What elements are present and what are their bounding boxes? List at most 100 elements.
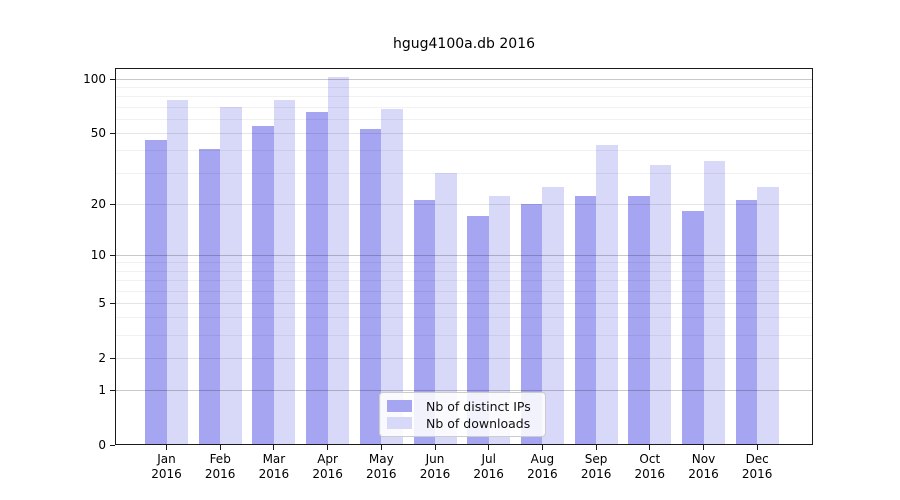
gridline-minor	[115, 335, 813, 337]
y-tick-label: 0	[98, 438, 106, 452]
x-label-year: 2016	[419, 467, 451, 481]
bar-aug-downloads	[542, 186, 564, 445]
gridline-minor	[115, 290, 813, 292]
y-tick-mark	[110, 302, 115, 304]
x-label-year: 2016	[366, 467, 397, 481]
x-tick-label: Jul 2016	[457, 452, 521, 482]
x-label-month: Jul	[481, 452, 496, 466]
y-axis: 0 1 2 5 10 20 50 100	[0, 68, 115, 452]
y-tick-label: 100	[83, 71, 106, 86]
x-tick-mark	[488, 445, 490, 450]
x-tick-mark	[756, 445, 758, 450]
x-tick-label: Feb 2016	[188, 452, 252, 482]
x-label-year: 2016	[688, 467, 719, 481]
x-label-year: 2016	[258, 467, 290, 481]
legend-item-distinct-ips: Nb of distinct IPs	[387, 398, 537, 414]
gridline-major	[115, 254, 813, 256]
bar-mar-distinct-ips	[252, 125, 274, 445]
gridline-minor	[115, 118, 813, 120]
y-tick-label: 1	[98, 383, 106, 398]
bar-sep-downloads	[596, 144, 618, 445]
x-tick-label: Apr 2016	[296, 452, 360, 482]
x-tick-label: Nov 2016	[672, 452, 736, 482]
y-tick-label: 5	[98, 295, 106, 310]
bar-jul-downloads	[488, 196, 511, 445]
x-tick-label: Aug 2016	[510, 452, 574, 482]
bar-dec-downloads	[757, 186, 779, 445]
x-label-month: Nov	[691, 452, 716, 466]
bar-oct-distinct-ips	[628, 196, 650, 445]
x-tick-mark	[434, 445, 436, 450]
gridline-minor	[115, 262, 813, 264]
y-tick-label: 50	[90, 126, 106, 141]
y-tick-label: 20	[90, 196, 106, 211]
bar-feb-distinct-ips	[198, 148, 221, 445]
bar-jan-distinct-ips	[145, 139, 167, 445]
bar-aug-distinct-ips	[520, 203, 543, 445]
x-tick-label: Dec 2016	[725, 452, 789, 482]
legend-swatch-distinct-ips	[387, 400, 412, 412]
y-tick-label: 10	[90, 247, 106, 262]
x-axis: Jan 2016 Feb 2016 Mar 2016 Apr 2016 May 2016 Jun 20…	[115, 445, 813, 495]
x-label-month: Dec	[745, 452, 769, 466]
x-tick-mark	[219, 445, 221, 450]
bar-jul-distinct-ips	[467, 215, 489, 445]
x-label-year: 2016	[151, 467, 182, 481]
bar-jun-distinct-ips	[413, 199, 435, 445]
y-tick-mark	[110, 445, 115, 446]
x-tick-mark	[703, 445, 704, 450]
x-tick-label: Jan 2016	[135, 452, 199, 482]
gridline-minor	[115, 280, 813, 282]
x-label-month: Apr	[317, 452, 338, 466]
x-label-year: 2016	[741, 467, 773, 481]
plot-area	[115, 68, 813, 445]
gridline-major	[115, 302, 813, 304]
gridline-minor	[115, 106, 813, 108]
gridline-major	[115, 390, 813, 392]
x-label-year: 2016	[204, 467, 236, 481]
y-tick-mark	[110, 390, 115, 392]
x-label-year: 2016	[634, 467, 666, 481]
gridline-major	[115, 78, 813, 80]
bar-oct-downloads	[649, 165, 672, 445]
x-label-month: Aug	[530, 452, 555, 466]
y-tick-mark	[110, 357, 115, 359]
x-tick-mark	[649, 445, 651, 450]
bar-feb-downloads	[220, 106, 242, 445]
x-label-year: 2016	[312, 467, 343, 481]
x-tick-label: Sep 2016	[564, 452, 628, 482]
bar-nov-distinct-ips	[682, 211, 704, 445]
y-tick-mark	[110, 78, 115, 80]
y-tick-mark	[110, 254, 115, 256]
legend-item-downloads: Nb of downloads	[387, 415, 537, 431]
x-label-year: 2016	[473, 467, 504, 481]
bar-jan-downloads	[166, 100, 188, 445]
chart-title: hgug4100a.db 2016	[392, 36, 536, 52]
x-tick-mark	[327, 445, 329, 450]
legend-label-distinct-ips: Nb of distinct IPs	[426, 398, 531, 414]
y-tick-mark	[110, 133, 115, 135]
bar-apr-downloads	[327, 77, 350, 445]
gridline-major	[115, 357, 813, 359]
bar-nov-downloads	[703, 160, 725, 445]
gridline-minor	[115, 270, 813, 272]
bar-may-distinct-ips	[359, 128, 382, 445]
legend: Nb of distinct IPs Nb of downloads	[379, 392, 546, 437]
x-label-year: 2016	[527, 467, 558, 481]
gridline-minor	[115, 172, 813, 174]
gridline-minor	[115, 96, 813, 98]
x-tick-mark	[166, 445, 167, 450]
bar-sep-distinct-ips	[574, 196, 597, 445]
x-tick-mark	[380, 445, 382, 450]
gridline-minor	[115, 150, 813, 152]
x-tick-mark	[541, 445, 543, 450]
gridline-major	[115, 203, 813, 205]
gridline-minor	[115, 317, 813, 319]
bar-may-downloads	[381, 109, 403, 445]
bar-jun-downloads	[435, 172, 457, 445]
legend-label-downloads: Nb of downloads	[426, 415, 531, 431]
x-label-month: Mar	[262, 452, 286, 466]
x-label-month: Oct	[639, 452, 661, 466]
legend-swatch-downloads	[387, 417, 412, 429]
bar-apr-distinct-ips	[306, 111, 328, 445]
